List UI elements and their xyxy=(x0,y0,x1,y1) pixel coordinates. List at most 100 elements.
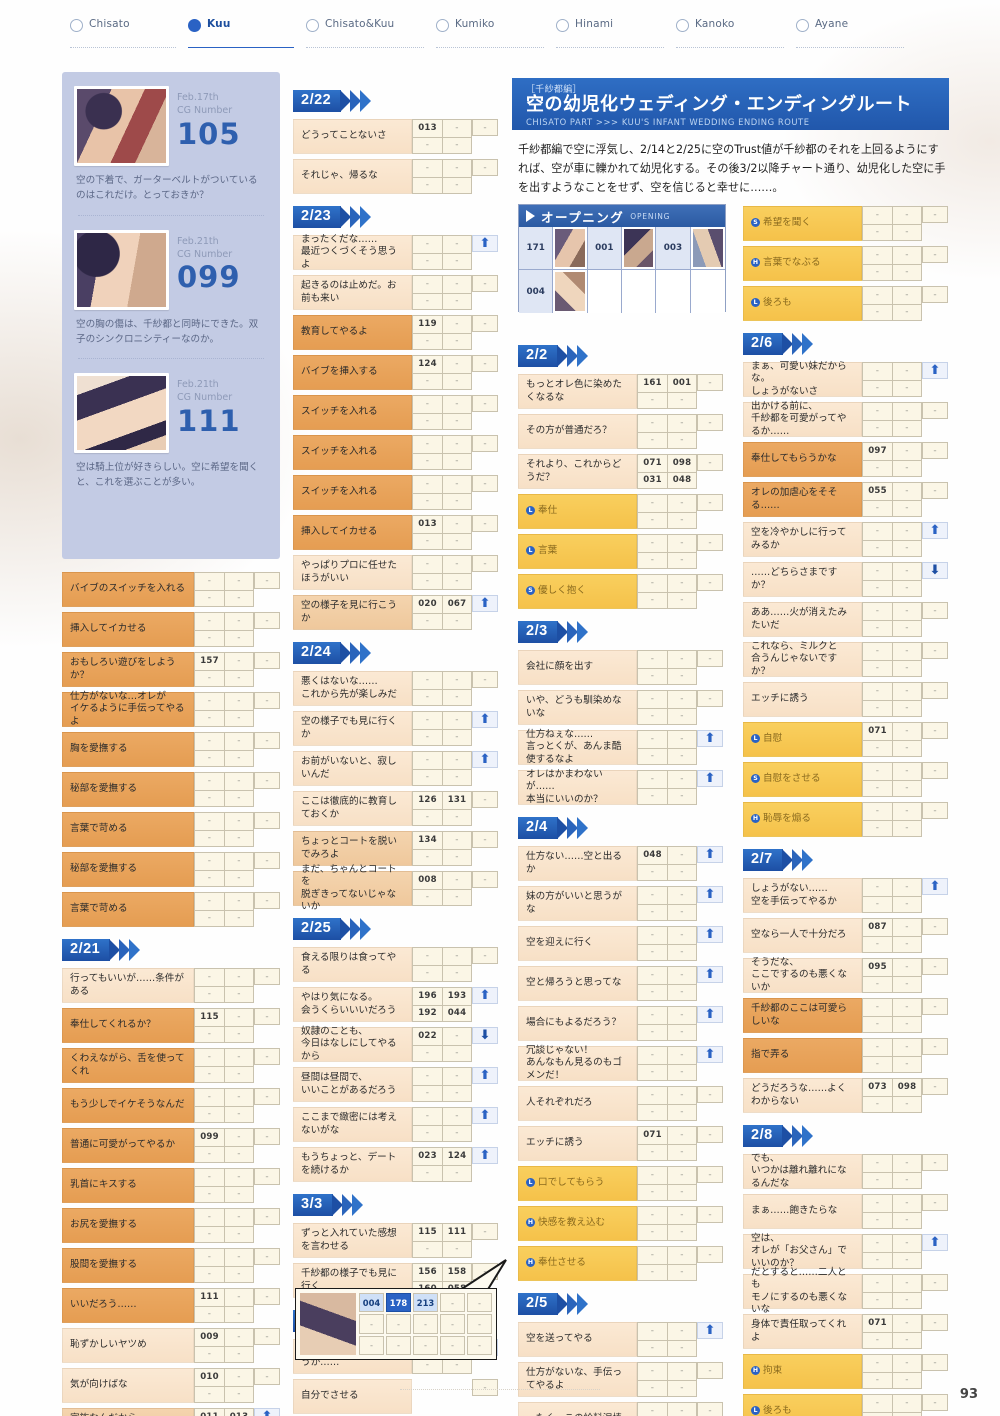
radio-dot-icon[interactable] xyxy=(436,19,449,32)
choice-row[interactable]: 行ってもいいが……条件がある - - - - - xyxy=(62,968,280,1003)
choice-row[interactable]: 身体で責任取ってくれよ 071- - - - xyxy=(743,1314,948,1349)
choice-row[interactable]: ……どちらさまですか？ - - - - ⬇ xyxy=(743,562,948,597)
choice-row[interactable]: 自分でさせる - xyxy=(293,1379,498,1414)
choice-row[interactable]: 仕方ない……空と出るか 048- - - ⬆ xyxy=(518,846,723,881)
choice-row[interactable]: どうだろうな……よくわからない 073 098- - - xyxy=(743,1078,948,1113)
choice-row[interactable]: オレの加虐心をそそる…… 055- - - - xyxy=(743,482,948,517)
choice-row[interactable]: スイッチを入れる - - - - - xyxy=(293,435,498,470)
choice-row[interactable]: でも、 いつかは離れ離れになるんだな - - - - - xyxy=(743,1153,948,1189)
choice-row[interactable]: S 自慰をさせる - - - - - xyxy=(743,762,948,797)
choice-row[interactable]: 妹の方がいいと思うがな - - - - ⬆ xyxy=(518,886,723,921)
choice-row[interactable]: バイブのスイッチを入れる - - - - - xyxy=(62,572,280,607)
choice-row[interactable]: 人それぞれだろ - - - - - xyxy=(518,1086,723,1121)
choice-row[interactable]: S 希望を聞く - - - - - xyxy=(743,206,948,241)
choice-row[interactable]: お尻を愛撫する - - - - - xyxy=(62,1208,280,1243)
choice-row[interactable]: まだ、ちゃんとコートを 脱ぎきってないじゃないか 008- - - - xyxy=(293,864,498,912)
choice-row[interactable]: 昼間は昼間で、 いいことがあるだろう - - - - ⬆ xyxy=(293,1067,498,1102)
choice-row[interactable]: 空は、 オレが「お父さん」でいいのか？ - - - - ⬆ xyxy=(743,1233,948,1269)
choice-row[interactable]: まったくだな…… 最近つくづくそう思うよ - - - - ⬆ xyxy=(293,234,498,270)
choice-row[interactable]: ちょっとコートを脱いでみろよ 134- - - - xyxy=(293,831,498,866)
choice-row[interactable]: 言葉で苛める - - - - - xyxy=(62,812,280,847)
choice-row[interactable]: 空と帰ろうと思ってな - - - - ⬆ xyxy=(518,966,723,1001)
choice-row[interactable]: 千紗都のここは可愛らしいな - - - - - xyxy=(743,998,948,1033)
choice-row[interactable]: 恥ずかしいヤツめ 009- - - - xyxy=(62,1328,280,1363)
tab-ayane[interactable]: Ayane xyxy=(796,18,916,52)
choice-row[interactable]: 教育してやるよ 119- - - - xyxy=(293,315,498,350)
choice-row[interactable]: 胸を愛撫する - - - - - xyxy=(62,732,280,767)
choice-row[interactable]: 言葉で苛める - - - - - xyxy=(62,892,280,927)
tab-kumiko[interactable]: Kumiko xyxy=(436,18,556,52)
choice-row[interactable]: 会社に顔を出す - - - - - xyxy=(518,650,723,685)
choice-row[interactable]: 空を迎えに行く - - - - ⬆ xyxy=(518,926,723,961)
tab-chisato[interactable]: Chisato xyxy=(70,18,188,52)
choice-row[interactable]: いいだろう…… 111- - - - xyxy=(62,1288,280,1323)
choice-row[interactable]: ったく、この給料泥棒 ----- xyxy=(518,1402,723,1416)
choice-row[interactable]: いや、どうも馴染めないな - - - - - xyxy=(518,690,723,725)
choice-row[interactable]: まぁ、可愛い妹だからな。 しょうがないさ - - - - ⬆ xyxy=(743,361,948,397)
tab-kuu[interactable]: Kuu xyxy=(188,18,306,52)
choice-row[interactable]: 起きるのは止めだ。お前も来い - - - - - xyxy=(293,275,498,310)
choice-row[interactable]: 空の様子でも見に行くか - - - - ⬆ xyxy=(293,711,498,746)
choice-row[interactable]: L 自慰 071- - - - xyxy=(743,722,948,757)
radio-dot-icon[interactable] xyxy=(796,19,809,32)
choice-row[interactable]: そうだな、 ここでするのも悪くないか 095- - - - xyxy=(743,957,948,993)
choice-row[interactable]: H 言葉でなぶる - - - - - xyxy=(743,246,948,281)
choice-row[interactable]: どうってことないさ 013- - - - xyxy=(293,119,498,154)
choice-row[interactable]: 空の様子を見に行こうか 020 067- - ⬆ xyxy=(293,595,498,630)
choice-row[interactable]: 乳首にキスする - - - - - xyxy=(62,1168,280,1203)
tab-kanoko[interactable]: Kanoko xyxy=(676,18,796,52)
choice-row[interactable]: 普通に可愛がってやるか 099- - - - xyxy=(62,1128,280,1163)
choice-row[interactable]: 悪くはないな…… これから先が楽しみだ - - - - - xyxy=(293,671,498,706)
choice-row[interactable]: 冗談じゃない！ あんなもん見るのもゴメンだ！ - - - - ⬆ xyxy=(518,1045,723,1081)
choice-row[interactable]: スイッチを入れる - - - - - xyxy=(293,475,498,510)
choice-row[interactable]: しょうがない…… 空を手伝ってやるか - - - - ⬆ xyxy=(743,878,948,913)
choice-row[interactable]: もう少しでイケそうなんだ - - - - - xyxy=(62,1088,280,1123)
choice-row[interactable]: 秘部を愛撫する - - - - - xyxy=(62,852,280,887)
choice-row[interactable]: オレはかまわないが…… 本当にいいのか？ - - - - ⬆ xyxy=(518,769,723,805)
choice-row[interactable]: 奉仕してくれるか？ 115- - - - xyxy=(62,1008,280,1043)
choice-row[interactable]: 家族なんだから、当たり前だろう？011013--⬆ xyxy=(62,1408,280,1416)
choice-row[interactable]: 出かける前に、 千紗都を可愛がってやるか…… - - - - - xyxy=(743,401,948,437)
choice-row[interactable]: 場合にもよるだろう？ - - - - ⬆ xyxy=(518,1006,723,1041)
choice-row[interactable]: 挿入してイカせる 013- - - - xyxy=(293,515,498,550)
choice-row[interactable]: 仕方がないな…オレが イケるように手伝ってやるよ - - - - - xyxy=(62,691,280,727)
choice-row[interactable]: やっぱりプロに任せたほうがいい - - - - - xyxy=(293,555,498,590)
choice-row[interactable]: H 恥辱を煽る - - - - - xyxy=(743,802,948,837)
choice-row[interactable]: その方が普通だろ？ - - - - - xyxy=(518,414,723,449)
choice-row[interactable]: ここは徹底的に教育しておくか 126 131- - - xyxy=(293,791,498,826)
choice-row[interactable]: 秘部を愛撫する - - - - - xyxy=(62,772,280,807)
radio-dot-icon[interactable] xyxy=(70,19,83,32)
choice-row[interactable]: 奴隷のことも、 今日はなしにしてやるから 022- - - ⬇ xyxy=(293,1026,498,1062)
choice-row[interactable]: H 快感を教え込む - - - - - xyxy=(518,1206,723,1241)
choice-row[interactable]: 空なら一人で十分だろ 087- - - - xyxy=(743,918,948,953)
choice-row[interactable]: 奉仕してもらうかな 097- - - - xyxy=(743,442,948,477)
choice-row[interactable]: お前がいないと、寂しいんだ - - - - ⬆ xyxy=(293,751,498,786)
choice-row[interactable]: 空を送ってやる - - - - ⬆ xyxy=(518,1322,723,1357)
choice-row[interactable]: ああ……火が消えたみたいだ - - - - - xyxy=(743,602,948,637)
choice-row[interactable]: ずっと入れていた感想を言わせる 115 111- - - xyxy=(293,1223,498,1258)
choice-row[interactable]: L 口でしてもらう - - - - - xyxy=(518,1166,723,1201)
choice-row[interactable]: おもしろい遊びをしようか？ 157- - - - xyxy=(62,652,280,687)
choice-row[interactable]: だとすると……二人とも モノにするのも悪くないな - - - - - xyxy=(743,1267,948,1315)
choice-row[interactable]: バイブを挿入する 124- - - - xyxy=(293,355,498,390)
choice-row[interactable]: くわえながら、舌を使ってくれ - - - - - xyxy=(62,1048,280,1083)
tab-hinami[interactable]: Hinami xyxy=(556,18,676,52)
choice-row[interactable]: S 優しく抱く - - - - - xyxy=(518,574,723,609)
choice-row[interactable]: L 奉仕 - - - - - xyxy=(518,494,723,529)
choice-row[interactable]: 気が向けばな 010- - - - xyxy=(62,1368,280,1403)
choice-row[interactable]: スイッチを入れる - - - - - xyxy=(293,395,498,430)
choice-row[interactable]: H 奉仕させる - - - - - xyxy=(518,1246,723,1281)
choice-row[interactable]: 股間を愛撫する - - - - - xyxy=(62,1248,280,1283)
choice-row[interactable]: 空を冷やかしに行ってみるか - - - - ⬆ xyxy=(743,522,948,557)
choice-row[interactable]: エッチに誘う - - - - - xyxy=(743,682,948,717)
choice-row[interactable]: ここまで緻密には考えないがな - - - - ⬆ xyxy=(293,1107,498,1142)
character-tab-bar[interactable]: Chisato Kuu Chisato&Kuu Kumiko Hinami Kanoko A… xyxy=(70,18,975,52)
choice-row[interactable]: L 言葉 - - - - - xyxy=(518,534,723,569)
choice-row[interactable]: 挿入してイカせる - - - - - xyxy=(62,612,280,647)
choice-row[interactable]: それじゃ、帰るな - - - - - xyxy=(293,159,498,194)
choice-row[interactable]: 仕方ねぇな…… 言っとくが、あんま酷使するなよ - - - - ⬆ xyxy=(518,729,723,765)
choice-row[interactable]: もうちょっと、デートを続けるか 023 124- - ⬆ xyxy=(293,1147,498,1182)
choice-row[interactable]: 指で弄る - - - - - xyxy=(743,1038,948,1073)
